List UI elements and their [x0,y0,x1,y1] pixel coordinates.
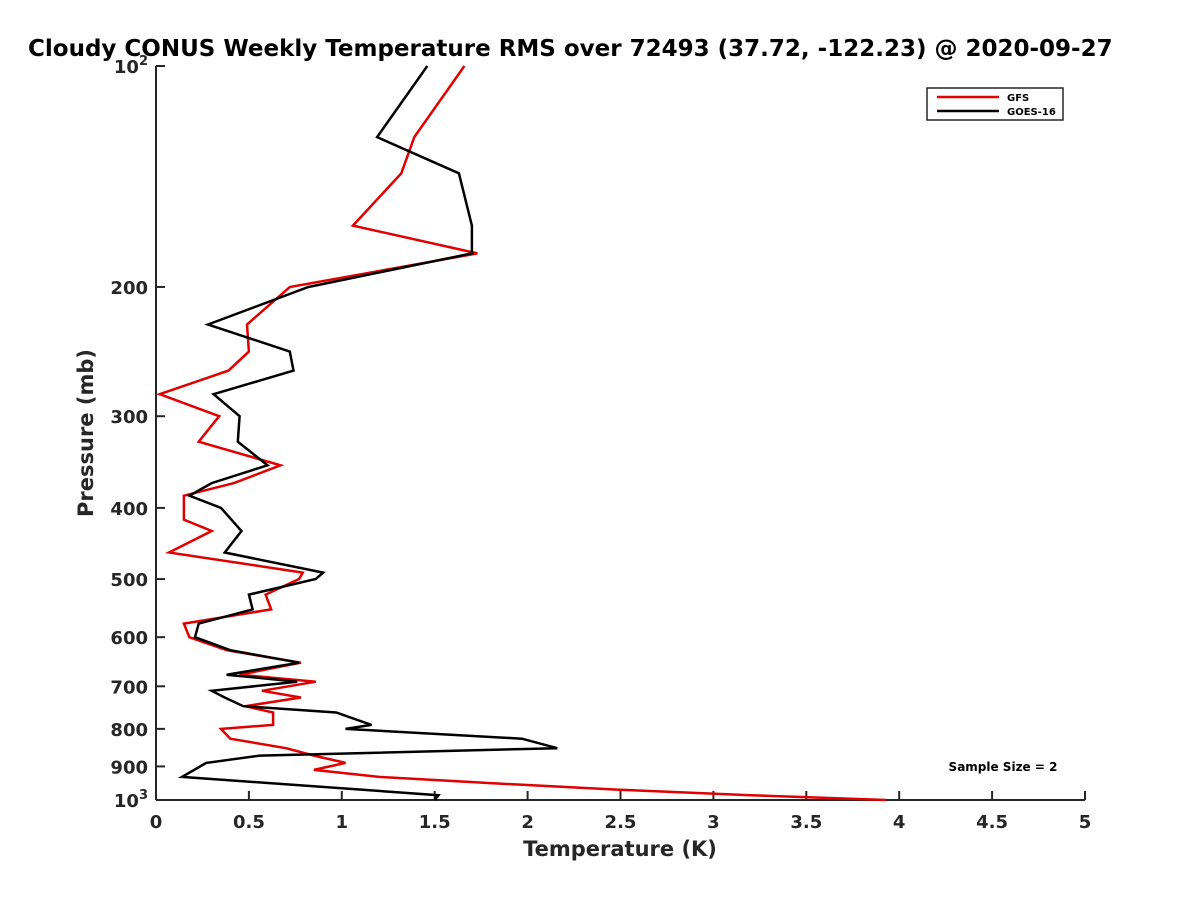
x-tick-label: 5 [1079,812,1092,833]
y-tick-label: 600 [110,628,148,649]
y-tick-label: 800 [110,720,148,741]
series-layer [155,65,887,802]
x-tick-label: 0.5 [233,812,265,833]
chart-title: Cloudy CONUS Weekly Temperature RMS over… [28,36,1113,62]
series-line-goes-16 [177,65,558,801]
x-tick-label: 2.5 [605,812,637,833]
y-tick-label: 700 [110,677,148,698]
tick-labels: 0 0.5 1 1.5 2 2.5 3 3.5 4 4.5 5 102 200 300 400 500 600 7… [110,54,1091,833]
y-tick-label: 200 [110,278,148,299]
series-line-gfs [155,65,887,802]
x-tick-label: 4 [893,812,906,833]
y-tick-label: 300 [110,407,148,428]
x-tick-label: 0 [150,812,163,833]
y-tick-label: 103 [114,788,148,812]
legend: GFS GOES-16 [926,87,1064,121]
legend-entry: GOES-16 [1007,107,1056,118]
y-tick-label: 500 [110,570,148,591]
y-tick-label: 102 [114,54,148,78]
legend-box [926,87,1064,121]
plot-axes [155,65,1086,801]
x-tick-label: 3.5 [790,812,822,833]
sample-size-annotation: Sample Size = 2 [949,760,1058,774]
x-tick-label: 4.5 [976,812,1008,833]
legend-entry: GFS [1007,93,1029,104]
x-tick-label: 1 [336,812,349,833]
y-axis-label: Pressure (mb) [74,349,98,517]
x-axis-label: Temperature (K) [523,837,717,861]
x-tick-label: 3 [707,812,720,833]
y-tick-label: 400 [110,499,148,520]
y-tick-label: 900 [110,757,148,778]
x-tick-label: 1.5 [419,812,451,833]
x-tick-label: 2 [521,812,534,833]
